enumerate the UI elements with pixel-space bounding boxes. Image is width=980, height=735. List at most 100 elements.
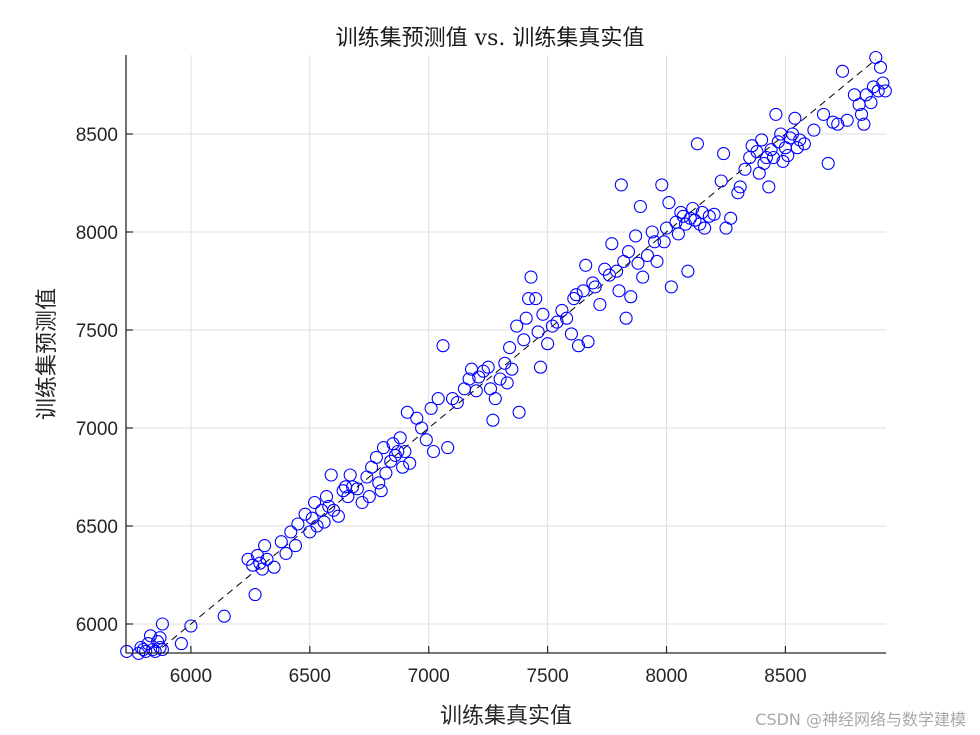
y-tick-label: 8000 — [76, 223, 118, 244]
data-point — [878, 84, 892, 98]
data-point — [139, 644, 153, 658]
data-point — [831, 117, 845, 131]
data-point — [873, 60, 888, 74]
data-point — [355, 495, 369, 510]
chart-title: 训练集预测值 vs. 训练集真实值 — [335, 26, 645, 51]
data-point — [614, 178, 628, 192]
data-point — [807, 123, 821, 137]
data-point — [151, 635, 165, 649]
data-point — [288, 539, 303, 553]
data-point — [462, 372, 476, 386]
data-point — [250, 548, 265, 562]
data-point — [529, 292, 543, 306]
data-point — [350, 482, 364, 496]
data-point — [267, 560, 281, 574]
data-point — [379, 466, 393, 480]
data-point — [750, 145, 764, 159]
data-points — [120, 50, 892, 660]
data-point — [790, 141, 804, 155]
data-point — [674, 205, 688, 219]
data-point — [631, 256, 645, 270]
data-point — [717, 147, 731, 161]
data-point — [690, 137, 704, 151]
data-point — [821, 156, 835, 170]
data-point — [664, 280, 678, 294]
data-point — [738, 162, 752, 176]
data-point — [793, 133, 807, 147]
data-point — [864, 96, 878, 110]
data-point — [426, 444, 441, 459]
x-tick-label: 8000 — [645, 666, 687, 687]
data-point — [676, 209, 690, 223]
data-point — [698, 221, 712, 235]
y-tick-label: 7500 — [76, 321, 118, 342]
data-point — [317, 515, 331, 529]
data-point — [308, 495, 322, 510]
data-point — [174, 637, 188, 651]
data-point — [733, 180, 747, 194]
data-point — [755, 133, 769, 147]
x-tick-label: 7500 — [526, 666, 568, 687]
data-point — [581, 335, 595, 349]
data-point — [788, 111, 802, 125]
data-point — [621, 245, 636, 259]
data-point — [155, 642, 169, 657]
data-point — [564, 327, 578, 341]
data-point — [576, 284, 590, 298]
y-axis-label: 训练集预测值 — [35, 287, 60, 421]
x-tick-label: 6500 — [289, 666, 331, 687]
data-point — [531, 325, 545, 339]
data-point — [498, 356, 512, 370]
data-point — [284, 525, 298, 539]
data-point — [876, 76, 890, 90]
data-point — [486, 413, 500, 427]
data-point — [610, 264, 624, 278]
data-point — [541, 337, 555, 351]
data-point — [655, 178, 669, 192]
data-point — [155, 617, 169, 631]
data-point — [816, 107, 831, 121]
data-point — [681, 264, 695, 278]
data-point — [524, 270, 538, 284]
data-point — [797, 137, 811, 151]
data-point — [724, 211, 738, 225]
data-point — [503, 341, 517, 355]
data-point — [757, 156, 771, 170]
x-tick-label: 7000 — [408, 666, 450, 687]
data-point — [567, 292, 581, 306]
data-point — [762, 180, 776, 194]
data-point — [424, 401, 438, 415]
data-point — [695, 205, 709, 219]
data-point — [759, 150, 773, 165]
axes — [125, 55, 886, 654]
data-point — [636, 270, 650, 284]
data-point — [436, 339, 450, 353]
y-tick-label: 7000 — [76, 419, 118, 440]
data-point — [714, 174, 728, 188]
x-tick-label: 8500 — [764, 666, 806, 687]
data-point — [835, 64, 850, 78]
data-point — [569, 288, 583, 302]
data-point — [586, 276, 600, 290]
data-point — [624, 290, 638, 304]
data-point — [493, 372, 507, 386]
data-point — [771, 135, 785, 149]
data-point — [579, 258, 593, 272]
data-point — [533, 360, 548, 374]
data-point — [629, 229, 643, 243]
grid-lines — [126, 55, 886, 653]
data-point — [645, 225, 659, 239]
data-point — [393, 431, 407, 445]
data-point — [331, 509, 345, 523]
y-axis-ticks: 6000 6500 7000 7500 8000 8500 — [76, 125, 133, 636]
x-axis-ticks: 6000 6500 7000 7500 8000 8500 — [170, 646, 807, 687]
data-point — [619, 311, 633, 325]
data-point — [840, 113, 854, 127]
data-point — [279, 546, 293, 560]
data-point — [781, 148, 795, 163]
data-point — [415, 421, 429, 435]
data-point — [388, 448, 402, 462]
data-point — [260, 552, 274, 566]
data-point — [398, 444, 412, 459]
data-point — [476, 364, 490, 378]
